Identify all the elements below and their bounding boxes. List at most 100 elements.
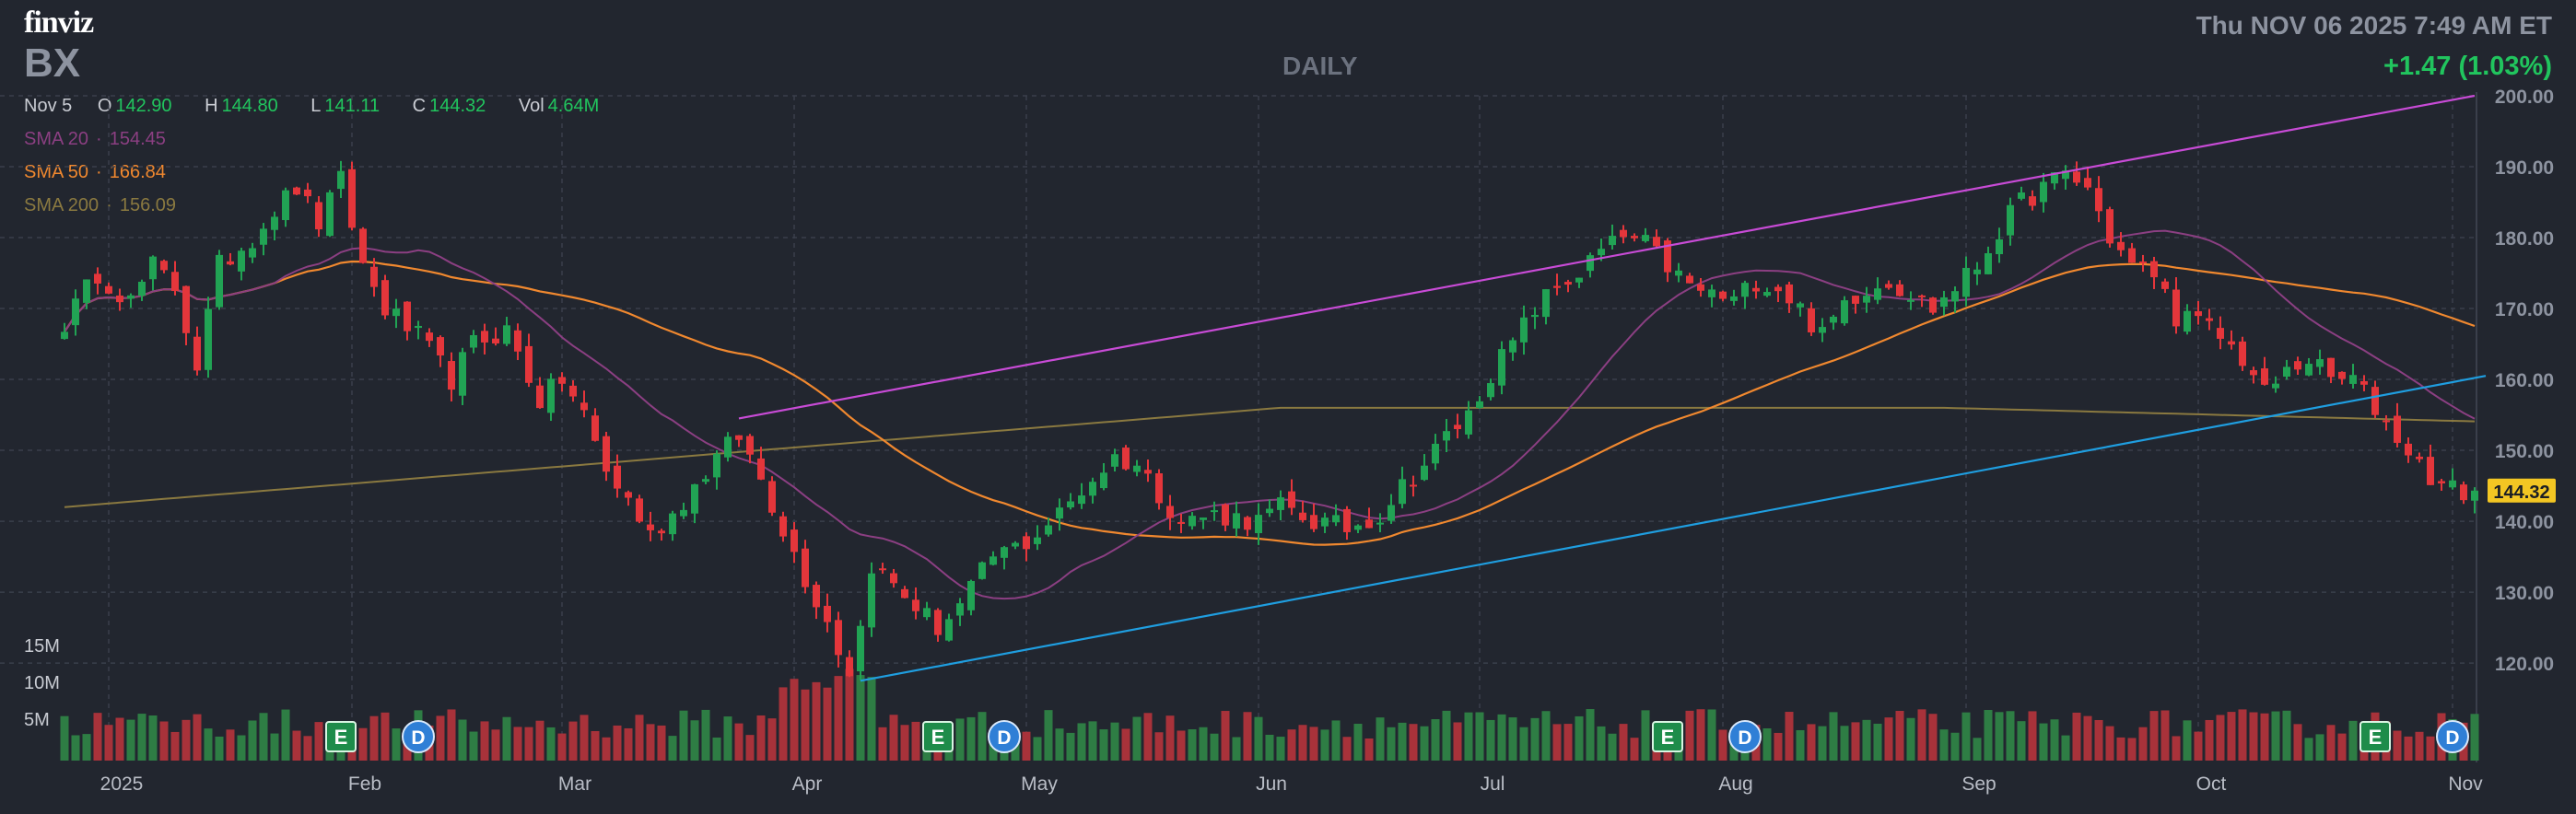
candle-body	[1752, 287, 1760, 292]
sma200-value: 156.09	[119, 195, 177, 215]
candle-body	[1133, 465, 1141, 472]
candle-body	[404, 301, 411, 331]
volume-bar	[1265, 734, 1274, 761]
dividend-marker-icon[interactable]: D	[402, 720, 435, 753]
volume-bar	[756, 715, 766, 761]
candle-body	[2405, 443, 2412, 456]
candle-body	[735, 435, 743, 440]
candle-body	[658, 530, 665, 534]
low-label: L	[310, 96, 322, 116]
candle-body	[1487, 383, 1494, 398]
sma200-legend[interactable]: SMA 200 · 156.09	[24, 195, 176, 216]
candle-body	[2128, 248, 2136, 263]
earnings-marker-box	[922, 721, 954, 752]
candle-body	[1321, 517, 1329, 527]
sma20-legend[interactable]: SMA 20 · 154.45	[24, 129, 166, 150]
earnings-marker-icon[interactable]: E	[922, 721, 954, 752]
candle-body	[868, 573, 875, 628]
candle-body	[625, 492, 632, 498]
volume-bar	[270, 733, 279, 761]
earnings-marker-icon[interactable]: E	[1652, 721, 1683, 752]
y-tick-label: 160.00	[2495, 370, 2554, 391]
volume-bar	[613, 725, 622, 761]
candle-body	[2228, 341, 2235, 345]
candle-body	[94, 273, 101, 284]
volume-bar	[1729, 738, 1739, 761]
dividend-marker-icon[interactable]: D	[1728, 720, 1762, 753]
candle-body	[1874, 288, 1881, 300]
candle-body	[216, 254, 223, 308]
candle-body	[1929, 297, 1937, 313]
volume-bar	[1011, 737, 1020, 761]
candle-body	[757, 458, 765, 480]
candle-body	[171, 272, 179, 292]
volume-bar	[502, 716, 511, 761]
volume-tick-label: 15M	[24, 636, 60, 657]
earnings-marker-icon[interactable]: E	[2359, 721, 2391, 752]
volume-bar	[1210, 733, 1219, 761]
candle-body	[116, 295, 123, 303]
earnings-marker-label: E	[334, 726, 348, 749]
candle-body	[1951, 291, 1959, 302]
volume-bar	[1807, 724, 1816, 761]
volume-bar	[104, 725, 113, 761]
volume-bar	[1541, 711, 1551, 761]
volume-bar	[790, 679, 799, 761]
candle-body	[547, 378, 555, 413]
volume-bar	[801, 689, 810, 761]
candle-body	[790, 529, 798, 552]
volume-bar	[204, 728, 213, 761]
volume-bar	[668, 736, 677, 761]
candle-body	[2349, 375, 2357, 384]
volume-bar	[867, 677, 876, 761]
candle-body	[1454, 424, 1461, 429]
volume-bar	[2028, 711, 2037, 761]
volume-bar	[181, 719, 191, 761]
volume-bar	[535, 720, 544, 761]
volume-bar	[369, 715, 379, 761]
volume-tick-label: 5M	[24, 710, 50, 730]
volume-bar	[2094, 719, 2103, 761]
candle-body	[1664, 240, 1671, 273]
volume-bar	[60, 715, 69, 761]
volume-bar	[1342, 737, 1352, 761]
volume-bar	[1961, 712, 1971, 761]
volume-bar	[1597, 726, 1606, 761]
dividend-marker-icon[interactable]: D	[2436, 720, 2469, 753]
volume-bar	[2050, 719, 2059, 761]
candle-body	[1609, 236, 1616, 246]
candle-body	[1841, 300, 1848, 324]
candle-body	[1045, 525, 1052, 535]
volume-bar	[1243, 712, 1252, 761]
volume-bar	[734, 723, 744, 761]
dividend-marker-icon[interactable]: D	[988, 720, 1021, 753]
open-label: O	[97, 96, 112, 116]
candle-body	[2206, 318, 2213, 321]
volume-bar	[1840, 726, 1849, 761]
volume-bar	[2006, 711, 2015, 761]
earnings-marker-label: E	[1661, 726, 1675, 749]
candle-body	[1598, 249, 1605, 256]
y-tick-label: 170.00	[2495, 299, 2554, 320]
volume-bar	[1608, 733, 1617, 761]
candle-body	[2029, 196, 2036, 206]
volume-bar	[1873, 723, 1882, 761]
candle-body	[1642, 235, 1649, 241]
volume-bar	[1398, 722, 1407, 761]
candle-body	[2394, 415, 2401, 443]
candle-body	[1266, 508, 1273, 514]
volume-bar	[812, 681, 821, 761]
candle-body	[1896, 284, 1903, 297]
volume-label: Vol	[518, 96, 544, 116]
volume-bar	[480, 721, 489, 761]
finviz-logo[interactable]: finviz	[24, 6, 94, 40]
volume-bar	[2315, 734, 2324, 761]
volume-bar	[126, 719, 135, 761]
volume-bar	[767, 718, 777, 761]
volume-bar	[1862, 719, 1871, 761]
earnings-marker-icon[interactable]: E	[325, 721, 357, 752]
lower-trendline	[860, 375, 2487, 682]
candle-body	[1365, 519, 1373, 529]
volume-bar	[978, 712, 987, 761]
